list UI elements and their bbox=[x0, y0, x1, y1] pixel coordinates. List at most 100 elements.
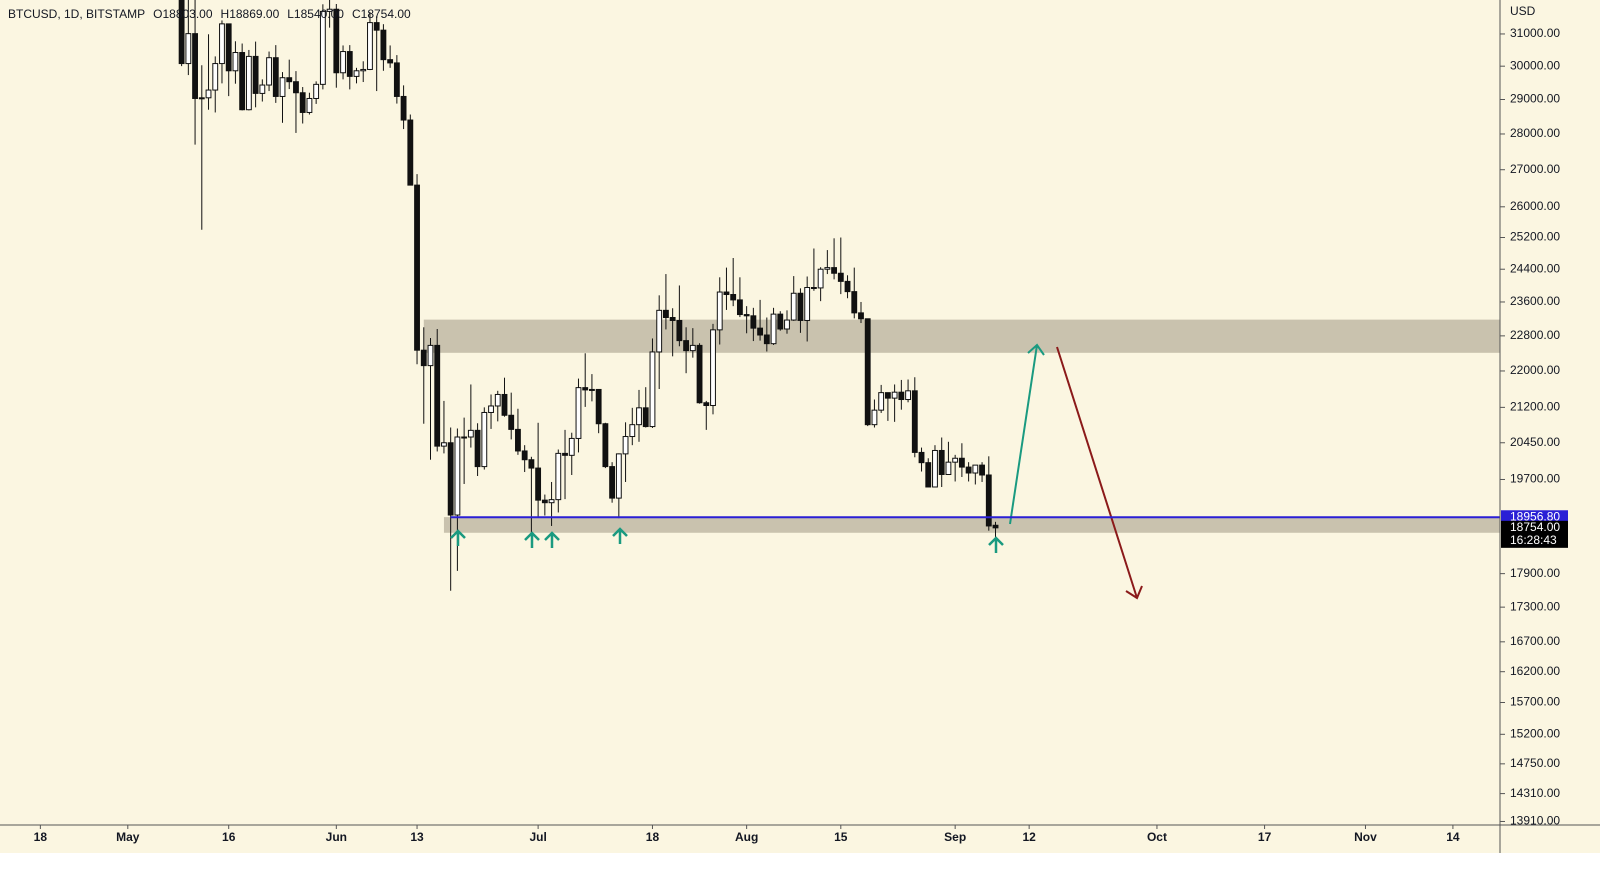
y-tick-label: 14310.00 bbox=[1510, 786, 1560, 800]
arrow bbox=[1056, 346, 1143, 600]
candle-body bbox=[979, 464, 985, 476]
candle-body bbox=[656, 309, 663, 353]
candle-body bbox=[676, 319, 683, 342]
x-tick-label: Jun bbox=[326, 830, 347, 844]
candle-body bbox=[938, 449, 945, 476]
candle-body bbox=[326, 8, 333, 12]
candle-body bbox=[871, 409, 878, 426]
x-tick-label: 12 bbox=[1022, 830, 1036, 844]
candle-body bbox=[568, 437, 575, 456]
header-item: O18803.00 bbox=[153, 7, 213, 21]
candle-body bbox=[259, 84, 266, 94]
candle-body bbox=[319, 10, 326, 85]
candle-body bbox=[488, 405, 494, 413]
candle-body bbox=[548, 499, 555, 504]
candle-body bbox=[804, 287, 811, 321]
candle-body bbox=[629, 424, 636, 438]
candle-body bbox=[851, 291, 858, 314]
x-tick-label: 14 bbox=[1446, 830, 1460, 844]
y-tick-label: 16700.00 bbox=[1510, 634, 1560, 648]
candle-body bbox=[185, 33, 192, 65]
y-tick-label: 28000.00 bbox=[1510, 126, 1560, 140]
y-tick-label: 20450.00 bbox=[1510, 435, 1560, 449]
x-tick-label: 18 bbox=[646, 830, 660, 844]
candle-body bbox=[703, 402, 710, 407]
y-tick-label: 22800.00 bbox=[1510, 328, 1560, 342]
candle-body bbox=[669, 317, 676, 321]
candle-body bbox=[911, 390, 918, 453]
candle-body bbox=[252, 55, 259, 94]
y-tick-label: 30000.00 bbox=[1510, 58, 1560, 72]
candle-body bbox=[864, 318, 871, 426]
candle-body bbox=[467, 429, 474, 438]
candle-body bbox=[481, 411, 488, 468]
overlay bbox=[450, 343, 1500, 600]
candle-body bbox=[562, 452, 568, 456]
header-item: C18754.00 bbox=[352, 7, 411, 21]
candle-body bbox=[346, 51, 353, 77]
candle-body bbox=[696, 344, 703, 404]
candle-body bbox=[420, 349, 427, 367]
countdown: 16:28:43 bbox=[1510, 533, 1557, 547]
up-arrow bbox=[524, 531, 540, 548]
candle-body bbox=[831, 267, 838, 274]
y-tick-label: 15700.00 bbox=[1510, 695, 1560, 709]
candle-body bbox=[649, 351, 656, 428]
candle-body bbox=[454, 436, 461, 516]
candle-body bbox=[750, 315, 757, 329]
y-tick-label: 17300.00 bbox=[1510, 599, 1560, 613]
zone bbox=[423, 319, 1500, 353]
candle-body bbox=[367, 22, 373, 70]
candle-body bbox=[757, 327, 764, 336]
candle-body bbox=[918, 451, 925, 464]
candle-body bbox=[508, 414, 515, 430]
up-arrow bbox=[988, 536, 1004, 553]
candle-body bbox=[205, 89, 212, 99]
candle-body bbox=[952, 457, 959, 463]
candle-body bbox=[844, 280, 851, 293]
candle-body bbox=[824, 267, 831, 270]
candle-body bbox=[662, 309, 669, 319]
last-price-box bbox=[1501, 520, 1568, 548]
candle-body bbox=[683, 340, 690, 352]
x-tick-label: Sep bbox=[944, 830, 966, 844]
y-tick-label: 29000.00 bbox=[1510, 92, 1560, 106]
y-tick-label: 16200.00 bbox=[1510, 664, 1560, 678]
candle-body bbox=[884, 392, 891, 399]
candle-body bbox=[636, 407, 642, 426]
projection-up bbox=[1009, 343, 1045, 525]
candle-body bbox=[521, 450, 528, 461]
candle-body bbox=[958, 457, 965, 468]
candle-body bbox=[245, 55, 252, 111]
candle-body bbox=[427, 344, 434, 367]
candle-body bbox=[710, 329, 716, 407]
projection-down bbox=[1056, 346, 1143, 600]
candle-body bbox=[602, 423, 609, 468]
y-tick-label: 14750.00 bbox=[1510, 756, 1560, 770]
candle-body bbox=[212, 63, 219, 91]
candle-body bbox=[239, 52, 246, 111]
x-tick-label: 13 bbox=[410, 830, 424, 844]
candle-body bbox=[407, 119, 414, 186]
x-tick-label: 17 bbox=[1258, 830, 1272, 844]
candle-body bbox=[743, 314, 750, 317]
candle-body bbox=[232, 52, 239, 72]
candle-body bbox=[589, 388, 595, 391]
candle-body bbox=[266, 57, 272, 86]
candle-body bbox=[575, 387, 582, 439]
y-tick-label: 21200.00 bbox=[1510, 400, 1560, 414]
candle-body bbox=[730, 294, 737, 301]
candle-body bbox=[945, 461, 952, 476]
candle-body bbox=[400, 95, 407, 121]
candle-body bbox=[286, 77, 293, 83]
candle-body bbox=[313, 83, 320, 99]
header-item: L18540.00 bbox=[287, 7, 344, 21]
candle-body bbox=[595, 388, 602, 425]
candle-body bbox=[898, 391, 905, 401]
candle-body bbox=[777, 313, 784, 330]
candle-body bbox=[535, 467, 542, 501]
candle-body bbox=[770, 313, 777, 345]
candle-body bbox=[555, 452, 562, 501]
header-item: H18869.00 bbox=[221, 7, 280, 21]
